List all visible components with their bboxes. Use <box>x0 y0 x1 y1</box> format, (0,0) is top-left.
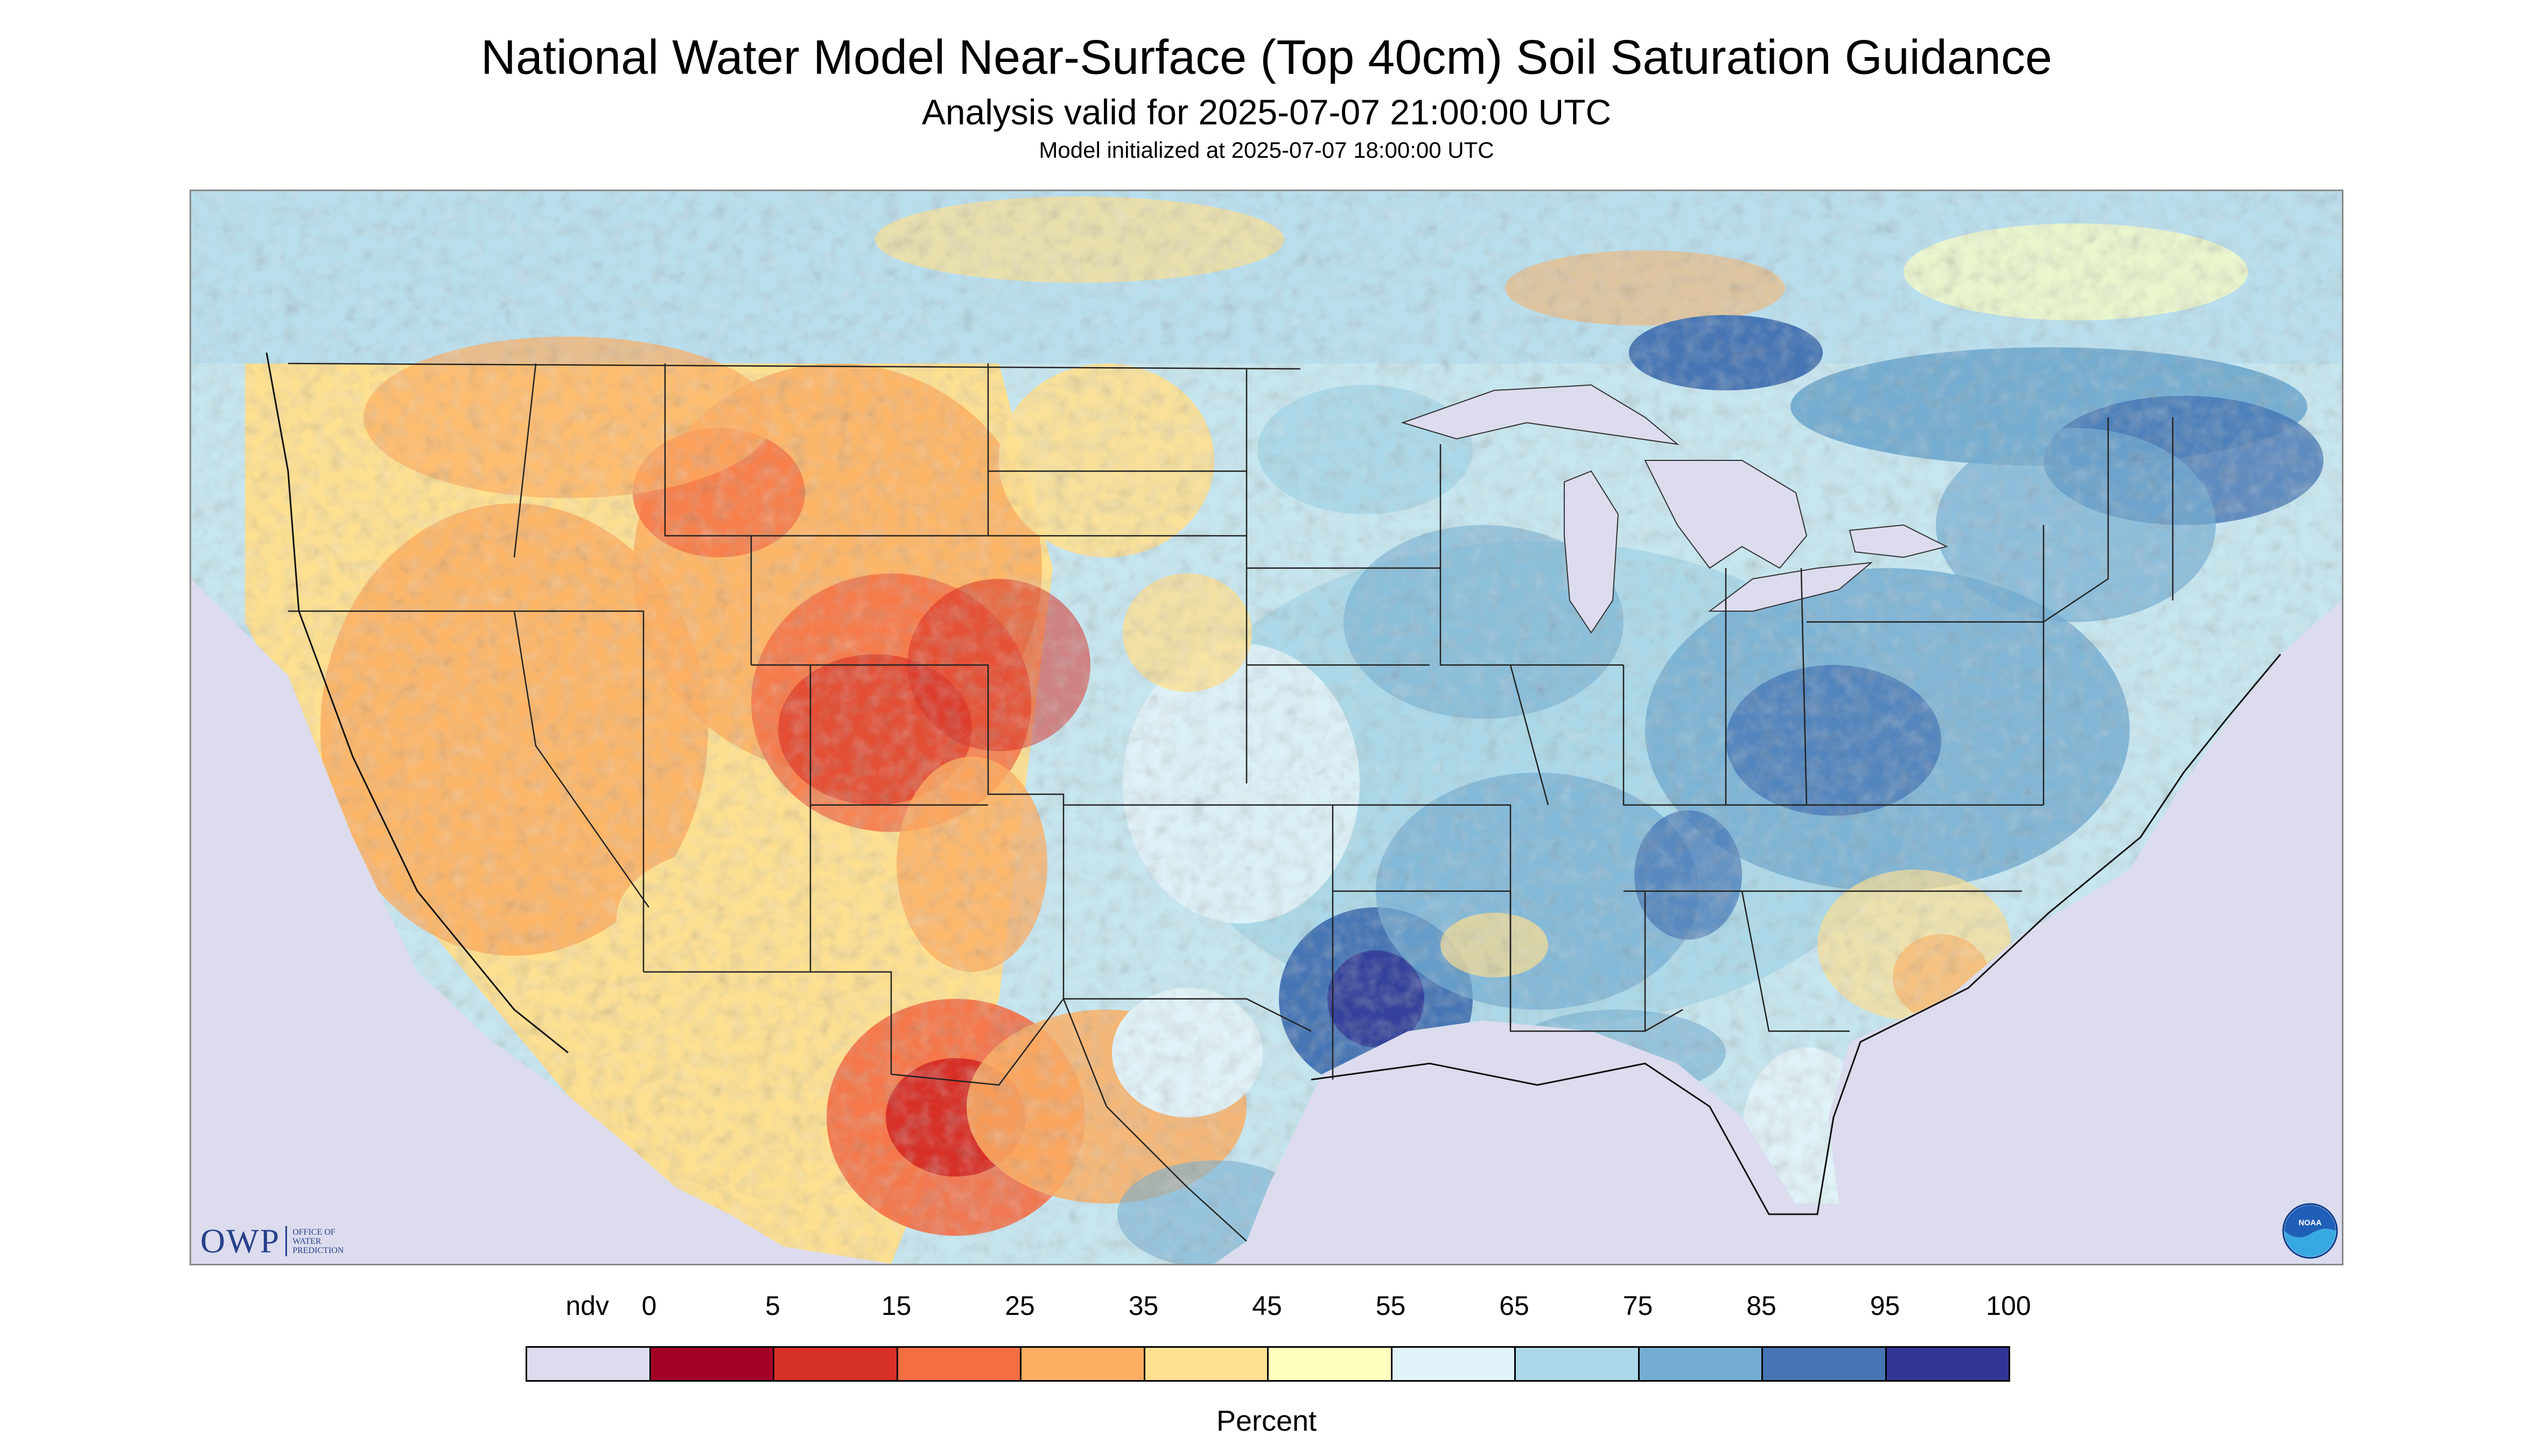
legend-swatch <box>1143 1346 1269 1382</box>
legend-swatch <box>649 1346 774 1382</box>
legend-tick-label: 0 <box>641 1291 657 1321</box>
legend-swatch <box>526 1346 651 1382</box>
map-canvas <box>191 191 2342 1264</box>
legend-tick-label: 15 <box>881 1291 912 1321</box>
state-borders <box>288 362 2174 1242</box>
legend-swatch <box>773 1346 898 1382</box>
noaa-logo-text: NOAA <box>2299 1219 2322 1228</box>
legend-tick-label: 85 <box>1746 1291 1776 1321</box>
owp-logo-words: OFFICE OF WATER PREDICTION <box>292 1228 344 1255</box>
legend-swatch <box>1267 1346 1393 1382</box>
analysis-valid-time: Analysis valid for 2025-07-07 21:00:00 U… <box>921 92 1612 132</box>
owp-logo-line2: WATER <box>292 1236 321 1246</box>
legend-swatch <box>1020 1346 1145 1382</box>
great-lakes <box>1401 384 1948 634</box>
legend-swatch <box>1638 1346 1763 1382</box>
legend-swatch <box>1390 1346 1516 1382</box>
soil-saturation-map <box>190 190 2343 1265</box>
legend-tick-label: 5 <box>765 1291 780 1321</box>
owp-logo-line3: PREDICTION <box>292 1245 344 1255</box>
legend-tick-label: 95 <box>1870 1291 1900 1321</box>
noaa-logo: NOAA <box>2282 1203 2338 1259</box>
legend-tick-label: 35 <box>1128 1291 1159 1321</box>
owp-logo-letters: OWP <box>200 1222 281 1260</box>
map-title: National Water Model Near-Surface (Top 4… <box>480 31 2052 85</box>
colorbar-legend: ndv 0 5 15 25 35 45 55 65 75 85 95 100 Percent <box>0 1292 2533 1454</box>
legend-tick-label: 25 <box>1005 1291 1035 1321</box>
owp-logo-line1: OFFICE OF <box>292 1227 335 1237</box>
saturation-field <box>191 191 2342 1264</box>
legend-tick-label: 45 <box>1252 1291 1282 1321</box>
legend-ndv-label: ndv <box>565 1291 610 1321</box>
model-init-time: Model initialized at 2025-07-07 18:00:00… <box>1039 137 1494 163</box>
legend-tick-label: 55 <box>1375 1291 1406 1321</box>
legend-unit-label: Percent <box>1216 1405 1317 1437</box>
legend-tick-label: 100 <box>1986 1291 2031 1321</box>
legend-swatch <box>1761 1346 1887 1382</box>
legend-tick-label: 75 <box>1622 1291 1653 1321</box>
legend-swatch <box>1885 1346 2010 1382</box>
coastlines <box>265 352 2282 1215</box>
legend-swatch <box>896 1346 1021 1382</box>
owp-logo-divider <box>285 1226 288 1256</box>
owp-logo: OWP OFFICE OF WATER PREDICTION <box>200 1222 344 1260</box>
legend-swatch <box>1514 1346 1640 1382</box>
legend-tick-label: 65 <box>1499 1291 1529 1321</box>
